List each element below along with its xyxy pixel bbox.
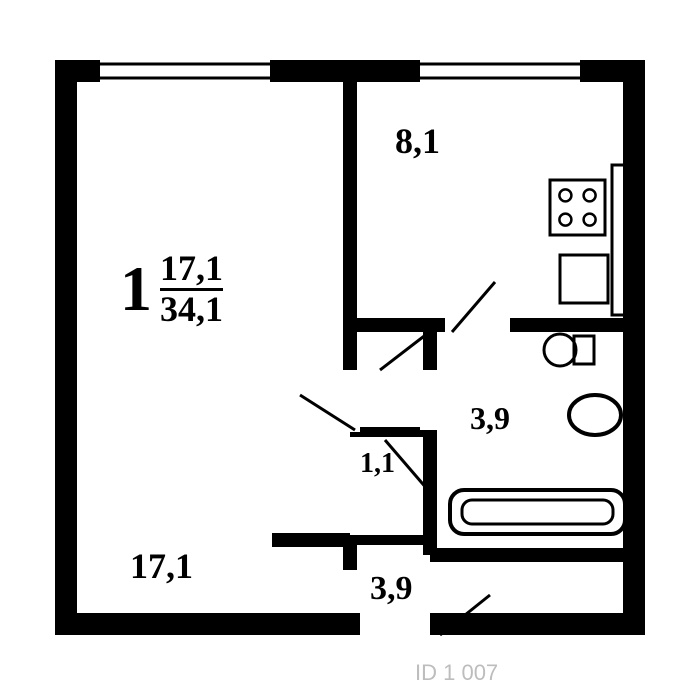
- summary-rooms: 1: [120, 252, 152, 326]
- summary-bottom: 34,1: [160, 291, 223, 329]
- summary-stack: 17,1 34,1: [160, 250, 223, 329]
- label-bath: 3,9: [470, 400, 510, 437]
- label-entry: 3,9: [370, 570, 413, 608]
- floorplan-stage: 1 17,1 34,1 8,1 3,9 1,1 17,1 3,9 ID 1 00…: [0, 0, 700, 700]
- summary-top: 17,1: [160, 250, 223, 288]
- floorplan-svg: [0, 0, 700, 700]
- label-living: 17,1: [130, 545, 193, 587]
- watermark: ID 1 007: [415, 660, 498, 686]
- label-hall: 1,1: [360, 448, 395, 480]
- summary-label: 1 17,1 34,1: [120, 250, 223, 329]
- label-kitchen: 8,1: [395, 120, 440, 162]
